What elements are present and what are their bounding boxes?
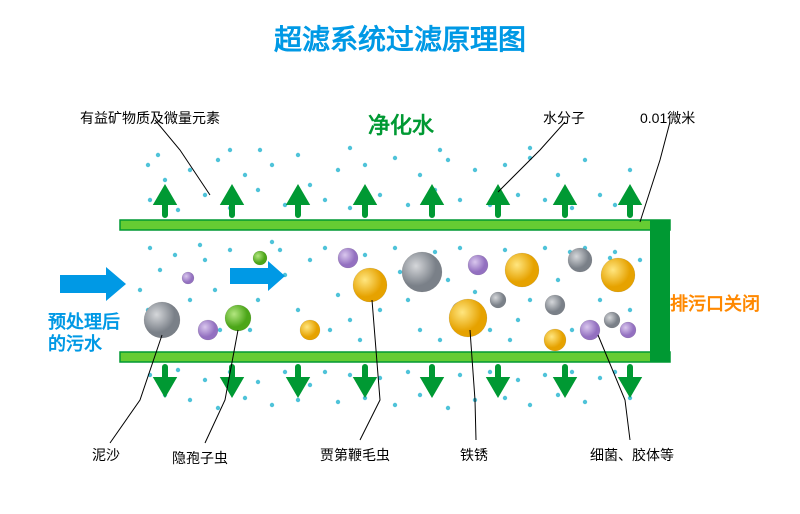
label-purified: 净化水 <box>368 108 434 140</box>
label-micron: 0.01微米 <box>640 108 695 128</box>
label-giardia: 贾第鞭毛虫 <box>320 445 390 465</box>
label-minerals: 有益矿物质及微量元素 <box>80 108 220 128</box>
label-input2: 的污水 <box>48 330 102 356</box>
label-sand: 泥沙 <box>92 445 120 465</box>
diagram-canvas <box>0 0 800 514</box>
diagram-title: 超滤系统过滤原理图 <box>0 18 800 58</box>
label-closed: 排污口关闭 <box>670 290 760 316</box>
label-crypto: 隐孢子虫 <box>172 448 228 468</box>
label-rust: 铁锈 <box>460 445 488 465</box>
label-bacteria: 细菌、胶体等 <box>590 445 674 465</box>
label-water_mol: 水分子 <box>543 108 585 128</box>
